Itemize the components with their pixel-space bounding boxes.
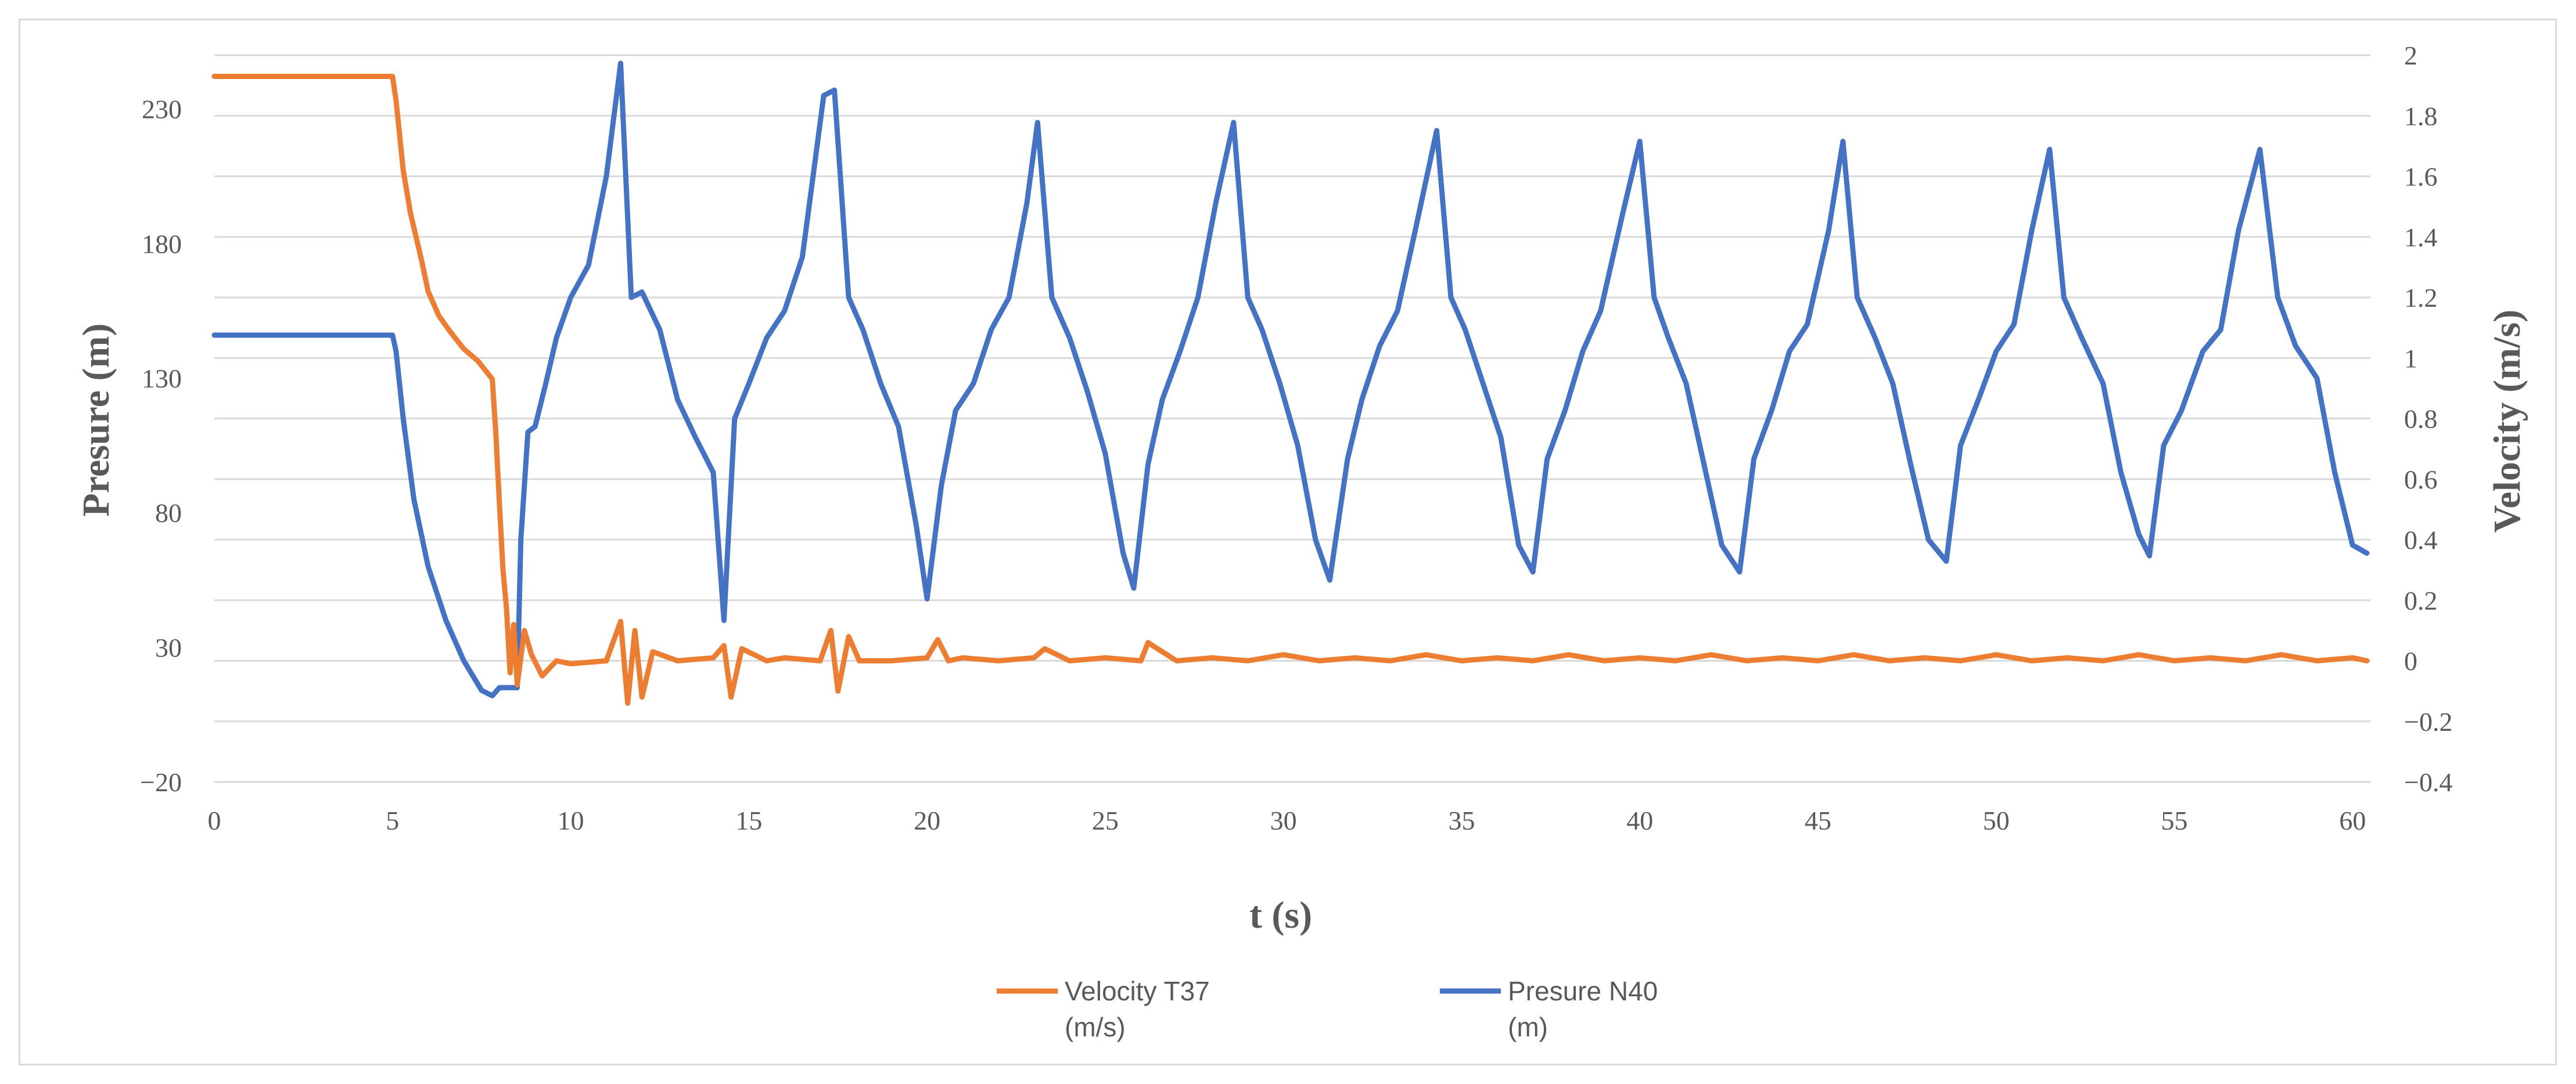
x-axis-title: t (s) (1249, 894, 1312, 936)
x-tick-label: 0 (208, 806, 221, 835)
x-tick-label: 15 (735, 806, 762, 835)
legend-label-unit: (m/s) (1065, 1012, 1126, 1042)
velocity-series-line (211, 74, 2370, 706)
y2-tick-label: −0.4 (2404, 767, 2452, 797)
x-tick-label: 55 (2161, 806, 2188, 835)
y-tick-label: 130 (142, 364, 182, 393)
y2-tick-label: 1.2 (2404, 283, 2438, 313)
y2-tick-label: 0.8 (2404, 404, 2438, 434)
y2-tick-label: 2 (2404, 41, 2417, 70)
y-tick-label: 180 (142, 229, 182, 259)
y2-tick-label: 1.8 (2404, 101, 2438, 131)
legend-label-unit: (m) (1508, 1012, 1548, 1042)
y2-tick-label: 0.6 (2404, 465, 2438, 494)
x-tick-label: 25 (1092, 806, 1119, 835)
legend-label: Velocity T37 (1065, 976, 1210, 1006)
x-tick-label: 20 (914, 806, 940, 835)
y2-tick-label: 1.4 (2404, 222, 2438, 252)
y2-tick-label: 1.6 (2404, 162, 2438, 192)
pressure-series-line (211, 60, 2370, 699)
x-tick-label: 5 (386, 806, 399, 835)
x-tick-label: 60 (2339, 806, 2366, 835)
y2-tick-label: 0.2 (2404, 586, 2438, 615)
x-tick-label: 30 (1270, 806, 1297, 835)
x-tick-label: 10 (558, 806, 584, 835)
y2-tick-label: 0 (2404, 647, 2417, 676)
y2-tick-label: −0.2 (2404, 707, 2452, 737)
chart-frame: −20 30 80 130 180 230 −0.4 −0.2 0 0.2 0.4 0.6 0.8 1 1.… (19, 19, 2557, 1065)
y-axis-title: Presure (m) (75, 324, 117, 517)
y2-tick-label: 0.4 (2404, 525, 2438, 555)
line-chart: −203080130180230−0.4−0.200.20.40.60.811.… (75, 41, 2528, 1042)
y2-axis-title: Velocity (m/s) (2486, 310, 2528, 533)
y-tick-label: −20 (140, 767, 182, 797)
x-tick-label: 40 (1626, 806, 1653, 835)
y2-tick-label: 1 (2404, 343, 2417, 373)
legend-label: Presure N40 (1508, 976, 1658, 1006)
y-tick-label: 230 (142, 95, 182, 124)
x-tick-label: 35 (1448, 806, 1475, 835)
y-tick-label: 80 (155, 498, 182, 528)
x-tick-label: 45 (1805, 806, 1831, 835)
y-tick-label: 30 (155, 633, 182, 662)
x-tick-label: 50 (1983, 806, 2010, 835)
